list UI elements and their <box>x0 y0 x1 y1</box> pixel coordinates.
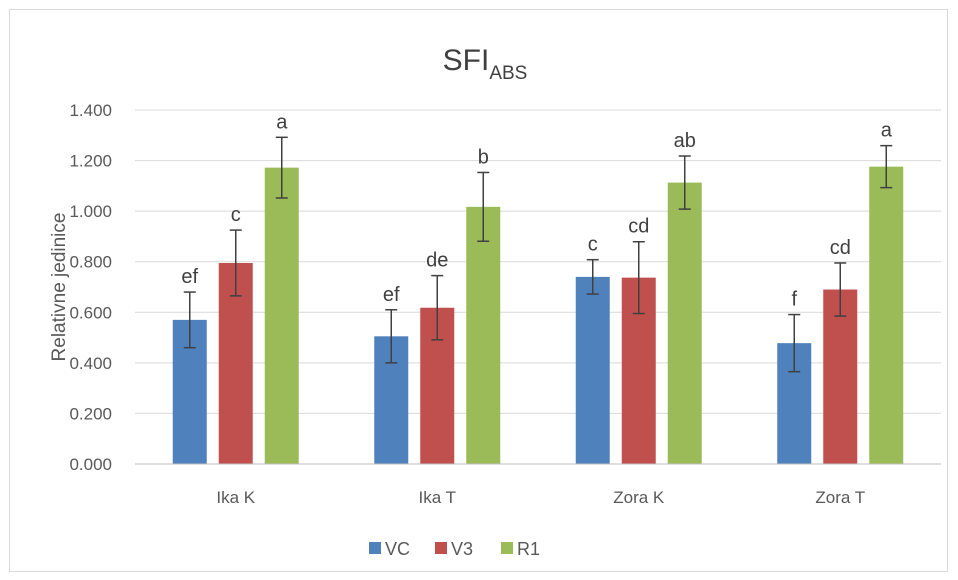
significance-letter: c <box>588 234 598 256</box>
legend-label-v3: V3 <box>451 539 473 559</box>
significance-letter: f <box>791 289 797 311</box>
significance-letter: cd <box>628 216 649 238</box>
x-category-label: Ika K <box>216 488 255 507</box>
significance-letters: ef c a ef de b c cd ab f cd a <box>181 111 892 310</box>
significance-letter: de <box>426 250 448 272</box>
y-tick-label: 0.600 <box>69 303 112 322</box>
significance-letter: b <box>478 146 489 168</box>
x-category-label: Zora T <box>815 488 865 507</box>
legend-swatch-v3 <box>435 542 447 554</box>
legend-label-vc: VC <box>385 539 410 559</box>
y-axis-ticks: 0.000 0.200 0.400 0.600 0.800 1.000 1.200 1.400 <box>69 101 112 474</box>
y-axis-title: Relativne jedinice <box>49 213 70 362</box>
bar-r1 <box>869 166 904 464</box>
y-tick-label: 0.000 <box>69 455 112 474</box>
x-category-label: Zora K <box>613 488 665 507</box>
legend-swatch-vc <box>369 542 381 554</box>
significance-letter: c <box>231 204 241 226</box>
y-tick-label: 0.400 <box>69 354 112 373</box>
significance-letter: ef <box>383 284 400 306</box>
significance-letter: a <box>881 120 893 142</box>
bar-r1 <box>667 182 702 464</box>
chart-title: SFIABS <box>443 44 528 84</box>
significance-letter: a <box>276 111 288 133</box>
bar-vc <box>575 276 610 464</box>
error-bars <box>183 136 893 373</box>
legend: VC V3 R1 <box>369 539 540 559</box>
x-axis-categories: Ika K Ika T Zora K Zora T <box>216 488 865 507</box>
y-tick-label: 1.000 <box>69 202 112 221</box>
x-category-label: Ika T <box>419 488 456 507</box>
legend-label-r1: R1 <box>517 539 540 559</box>
y-tick-label: 1.200 <box>69 152 112 171</box>
y-tick-label: 1.400 <box>69 101 112 120</box>
y-tick-label: 0.200 <box>69 404 112 423</box>
significance-letter: cd <box>830 237 851 259</box>
significance-letter: ef <box>181 266 198 288</box>
y-tick-label: 0.800 <box>69 253 112 272</box>
bar-r1 <box>264 167 299 464</box>
legend-swatch-r1 <box>501 542 513 554</box>
bar-v3 <box>823 289 858 464</box>
significance-letter: ab <box>674 130 696 152</box>
gridlines <box>135 109 941 414</box>
bar-r1 <box>466 206 501 464</box>
